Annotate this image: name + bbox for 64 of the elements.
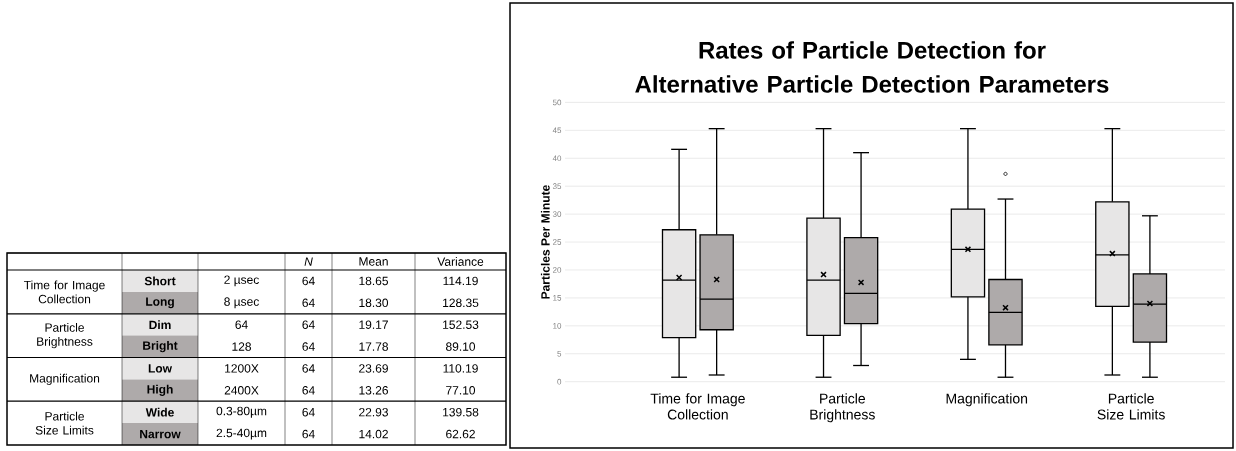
text: 1200X [225,364,259,373]
text: Magnification [30,373,100,385]
text: Wide [145,407,174,417]
text: 114.19 [443,276,478,286]
text: Bright [143,340,178,353]
text: 14.02 [359,429,388,439]
y-tick-label: 35 [552,183,562,190]
text: 13.26 [359,386,388,395]
y-tick-label: 15 [553,295,562,301]
text: Narrow [140,429,181,439]
text: 64 [302,429,315,439]
y-tick-label: 5 [557,350,562,357]
text: 64 [302,407,315,417]
text: 64 [302,298,315,308]
y-tick-label: 25 [552,239,562,245]
text: 64 [302,342,315,351]
text: 17.78 [359,342,388,351]
text: 139.58 [443,407,479,417]
x-tick-label: Particle Size Limits [1097,393,1165,420]
text: N [304,257,313,266]
text: 18.65 [359,276,389,286]
text: 19.17 [359,320,388,329]
text: Particle Size Limits [35,411,94,435]
text: 2 µsec [224,275,259,287]
text: Mean [359,257,388,266]
text: 2400X [224,386,259,395]
text: 110.19 [443,364,478,373]
text: 64 [302,364,315,373]
text: Dim [149,320,171,330]
text: 64 [302,276,315,286]
x-tick-label: Time for Image Collection [650,393,745,420]
text: 22.93 [359,407,388,417]
y-tick-label: 10 [553,323,562,329]
text: Variance [437,257,484,266]
text: Time for Image Collection [23,280,105,304]
chart-title: Rates of Particle Detection for Alternative Particle Detection Parameters [635,41,1109,93]
y-axis-title: Particles Per Minute [540,185,550,299]
text: Low [148,364,173,373]
y-tick-label: 45 [552,127,562,134]
y-tick-label: 40 [552,155,562,162]
text: 23.69 [359,364,388,373]
text: Long [146,297,174,309]
text: 77.10 [446,386,476,395]
x-tick-label: Magnification [946,393,1028,407]
text: Particle Brightness [37,323,93,349]
text: 8 µsec [224,297,259,309]
text: 62.62 [446,429,475,439]
text: 89.10 [446,342,476,351]
y-tick-label: 20 [552,267,562,273]
text: 128 [232,342,251,351]
text: 2.5-40µm [216,428,267,440]
text: 64 [302,320,315,329]
text: 0.3-80µm [216,406,267,418]
text: Short [144,276,176,286]
text: High [147,384,173,396]
y-tick-label: 0 [557,378,562,385]
text: 64 [302,386,315,395]
text: 18.30 [359,298,389,308]
text: 128.35 [443,298,479,308]
y-tick-label: 30 [552,211,562,217]
y-tick-label: 50 [552,99,562,106]
text: 64 [235,320,248,329]
text: 152.53 [443,320,479,329]
x-tick-label: Particle Brightness [810,393,875,423]
